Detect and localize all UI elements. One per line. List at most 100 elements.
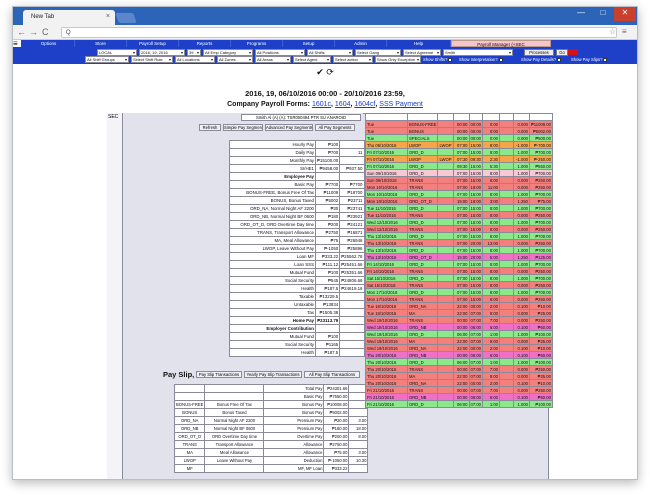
table-row: LWOP, Leave Without Pay₱-1050₱2589610.30 — [229, 244, 381, 253]
txn-amount: ₱250.00 — [528, 239, 553, 247]
filter-locations[interactable]: All Locations — [175, 56, 215, 63]
filter-agreement[interactable]: Select Agreeme — [403, 49, 441, 56]
nav-help[interactable]: Help — [387, 40, 451, 47]
bookmark-star-icon[interactable]: ☆ — [609, 27, 617, 36]
txn-end: 15:00 — [468, 176, 484, 184]
txn-type — [406, 113, 439, 121]
minimize-icon[interactable]: — — [577, 8, 585, 17]
txn-type: ORD_D — [406, 358, 439, 366]
show-pay-details-checkbox[interactable]: Show Pay Details? — [521, 56, 562, 63]
filter-location-type[interactable]: LOCAL — [97, 49, 137, 56]
txn-end: 15:00 — [468, 204, 484, 212]
txn-type: MA — [406, 372, 439, 380]
nav-setup[interactable]: Setup — [283, 40, 335, 47]
back-icon[interactable]: ← — [17, 27, 26, 37]
all-pay-slip-transactions-button[interactable]: All Pay Slip Transactions — [304, 371, 360, 378]
slip-category: Allowance — [263, 448, 325, 457]
advanced-pay-segments-button[interactable]: Advanced Pay Segments — [265, 124, 313, 131]
filter-emp-category[interactable]: All Emp Category — [203, 49, 253, 56]
filter-shift-rule[interactable]: Select Shift Rule — [131, 56, 173, 63]
browser-tab[interactable]: New Tab × — [23, 10, 115, 25]
table-row: Loan SSS ₱111.12 ₱25451.66 — [229, 260, 381, 269]
txn-type: ORD_OT_D — [406, 197, 439, 205]
txn-code — [437, 239, 454, 247]
action-icons[interactable]: ✔ ⟳ — [316, 67, 334, 77]
reload-icon[interactable]: C — [42, 27, 49, 37]
txn-hours: 2:00 — [481, 379, 500, 387]
txn-hours: 3:00 — [481, 197, 500, 205]
nav-options[interactable]: Options — [23, 40, 75, 47]
filter-positions[interactable]: All Positions — [255, 49, 305, 56]
processes-button[interactable]: Processes — [524, 49, 554, 56]
txn-hours: 8:00 — [481, 274, 500, 282]
show-shifts-checkbox[interactable]: Show Shifts? — [423, 56, 453, 63]
slip-category: Total Pay — [263, 384, 325, 393]
txn-hours: 2:00 — [481, 344, 500, 352]
txn-amount: ₱250.00 — [528, 281, 553, 289]
refresh-button[interactable]: Refresh — [199, 124, 221, 131]
table-row: Thu 20/10/2016 TRANS 00:00 07:00 7:00 0.000 ₱2… — [365, 365, 553, 373]
table-row: Health ₱187.5 — [229, 348, 381, 357]
show-interpretation-checkbox[interactable]: Show Interpretation? — [459, 56, 503, 63]
nav-programs[interactable]: Programs — [231, 40, 283, 47]
employee-search-input[interactable]: Smith — [443, 49, 513, 56]
pay-item-running-total — [339, 340, 365, 349]
slip-description — [204, 464, 265, 473]
txn-end: 15:00 — [468, 169, 484, 177]
form-link-sss[interactable]: SSS Payment — [379, 101, 423, 108]
form-link-1601c[interactable]: 1601c — [311, 101, 332, 108]
forms-label: Company Payroll Forms: — [227, 101, 310, 108]
nav-reports[interactable]: Reports — [179, 40, 231, 47]
filter-zones[interactable]: All Zones — [217, 56, 253, 63]
form-link-1604[interactable]: 1604 — [334, 101, 351, 108]
table-row: Tue BONUS 00:00 00:00 0:00 0.000 ₱5002.00 — [365, 127, 553, 135]
nav-admin[interactable]: Admin — [335, 40, 387, 47]
address-bar[interactable]: Q — [61, 27, 617, 38]
txn-code — [437, 260, 454, 268]
form-link-1604cf[interactable]: 1604cf — [354, 101, 376, 108]
slip-code — [173, 384, 206, 393]
slip-description: Transport Allowance — [204, 440, 265, 449]
txn-start: 15:00 — [452, 253, 470, 261]
txn-end: 15:00 — [468, 274, 484, 282]
tab-close-icon[interactable]: × — [105, 13, 110, 20]
pay-slip-transactions-button[interactable]: Pay Slip Transactions — [196, 371, 242, 378]
filter-areas[interactable]: All Areas — [255, 56, 291, 63]
filter-week[interactable]: 39 — [187, 49, 201, 56]
go-button[interactable]: Go — [556, 49, 568, 56]
filter-gang[interactable]: Select Gang — [355, 49, 401, 56]
filter-agent[interactable]: Select Agent — [293, 56, 331, 63]
txn-type: LWOP — [406, 141, 439, 149]
table-row: Thu 13/10/2016 ORD_D 07:00 15:00 8:00 1.000 ₱7… — [365, 246, 553, 254]
filter-period[interactable]: 2016, 19, 2016 — [139, 49, 185, 56]
filter-exceptions[interactable]: Show Only Exception — [375, 56, 421, 63]
table-row: MA Meal Allowance Allowance ₱75.00 3.00 — [173, 448, 369, 457]
nav-store[interactable]: Store — [75, 40, 127, 47]
forward-icon[interactable]: → — [29, 27, 38, 37]
new-tab-button[interactable] — [115, 13, 137, 23]
table-row: Mutual Fund ₱100 — [229, 332, 381, 341]
txn-end: 20:00 — [468, 239, 484, 247]
slip-category: Bonus Pay — [263, 400, 325, 409]
show-pay-slips-checkbox[interactable]: Show Pay Slips? — [571, 56, 608, 63]
maximize-icon[interactable]: □ — [600, 8, 606, 17]
pay-item-amount: ₱187.5 — [314, 348, 341, 357]
filter-shifts[interactable]: All Shifts — [307, 49, 353, 56]
yearly-pay-slip-transactions-button[interactable]: Yearly Pay Slip Transactions — [244, 371, 302, 378]
close-icon[interactable]: ✕ — [614, 7, 636, 21]
payroll-manager-button[interactable]: Payroll Manager (+SEC — [451, 40, 551, 47]
txn-rate: 0.000 — [512, 127, 530, 135]
pay-item-label: Social Security — [229, 340, 316, 349]
table-row: ORD_OT_D, ORD Overtime Day time ₱200 ₱2412… — [229, 220, 381, 229]
txn-hours: 5:00 — [481, 253, 500, 261]
nav-payroll-setup[interactable]: Payroll Setup — [127, 40, 179, 47]
filter-shift-groups[interactable]: All Shift Groups — [85, 56, 129, 63]
all-pay-segments-button[interactable]: All Pay Segments — [315, 124, 355, 131]
filter-action[interactable]: Select action — [333, 56, 373, 63]
table-row: MF MF, MF Loan ₱333.22 — [173, 464, 369, 473]
simple-pay-segments-button[interactable]: Simple Pay Segments — [223, 124, 263, 131]
browser-menu-icon[interactable]: ≡ — [622, 27, 627, 36]
txn-code — [437, 281, 454, 289]
pay-item-amount: ₱111.12 — [314, 260, 341, 269]
txn-type: ORD_D — [406, 162, 439, 170]
